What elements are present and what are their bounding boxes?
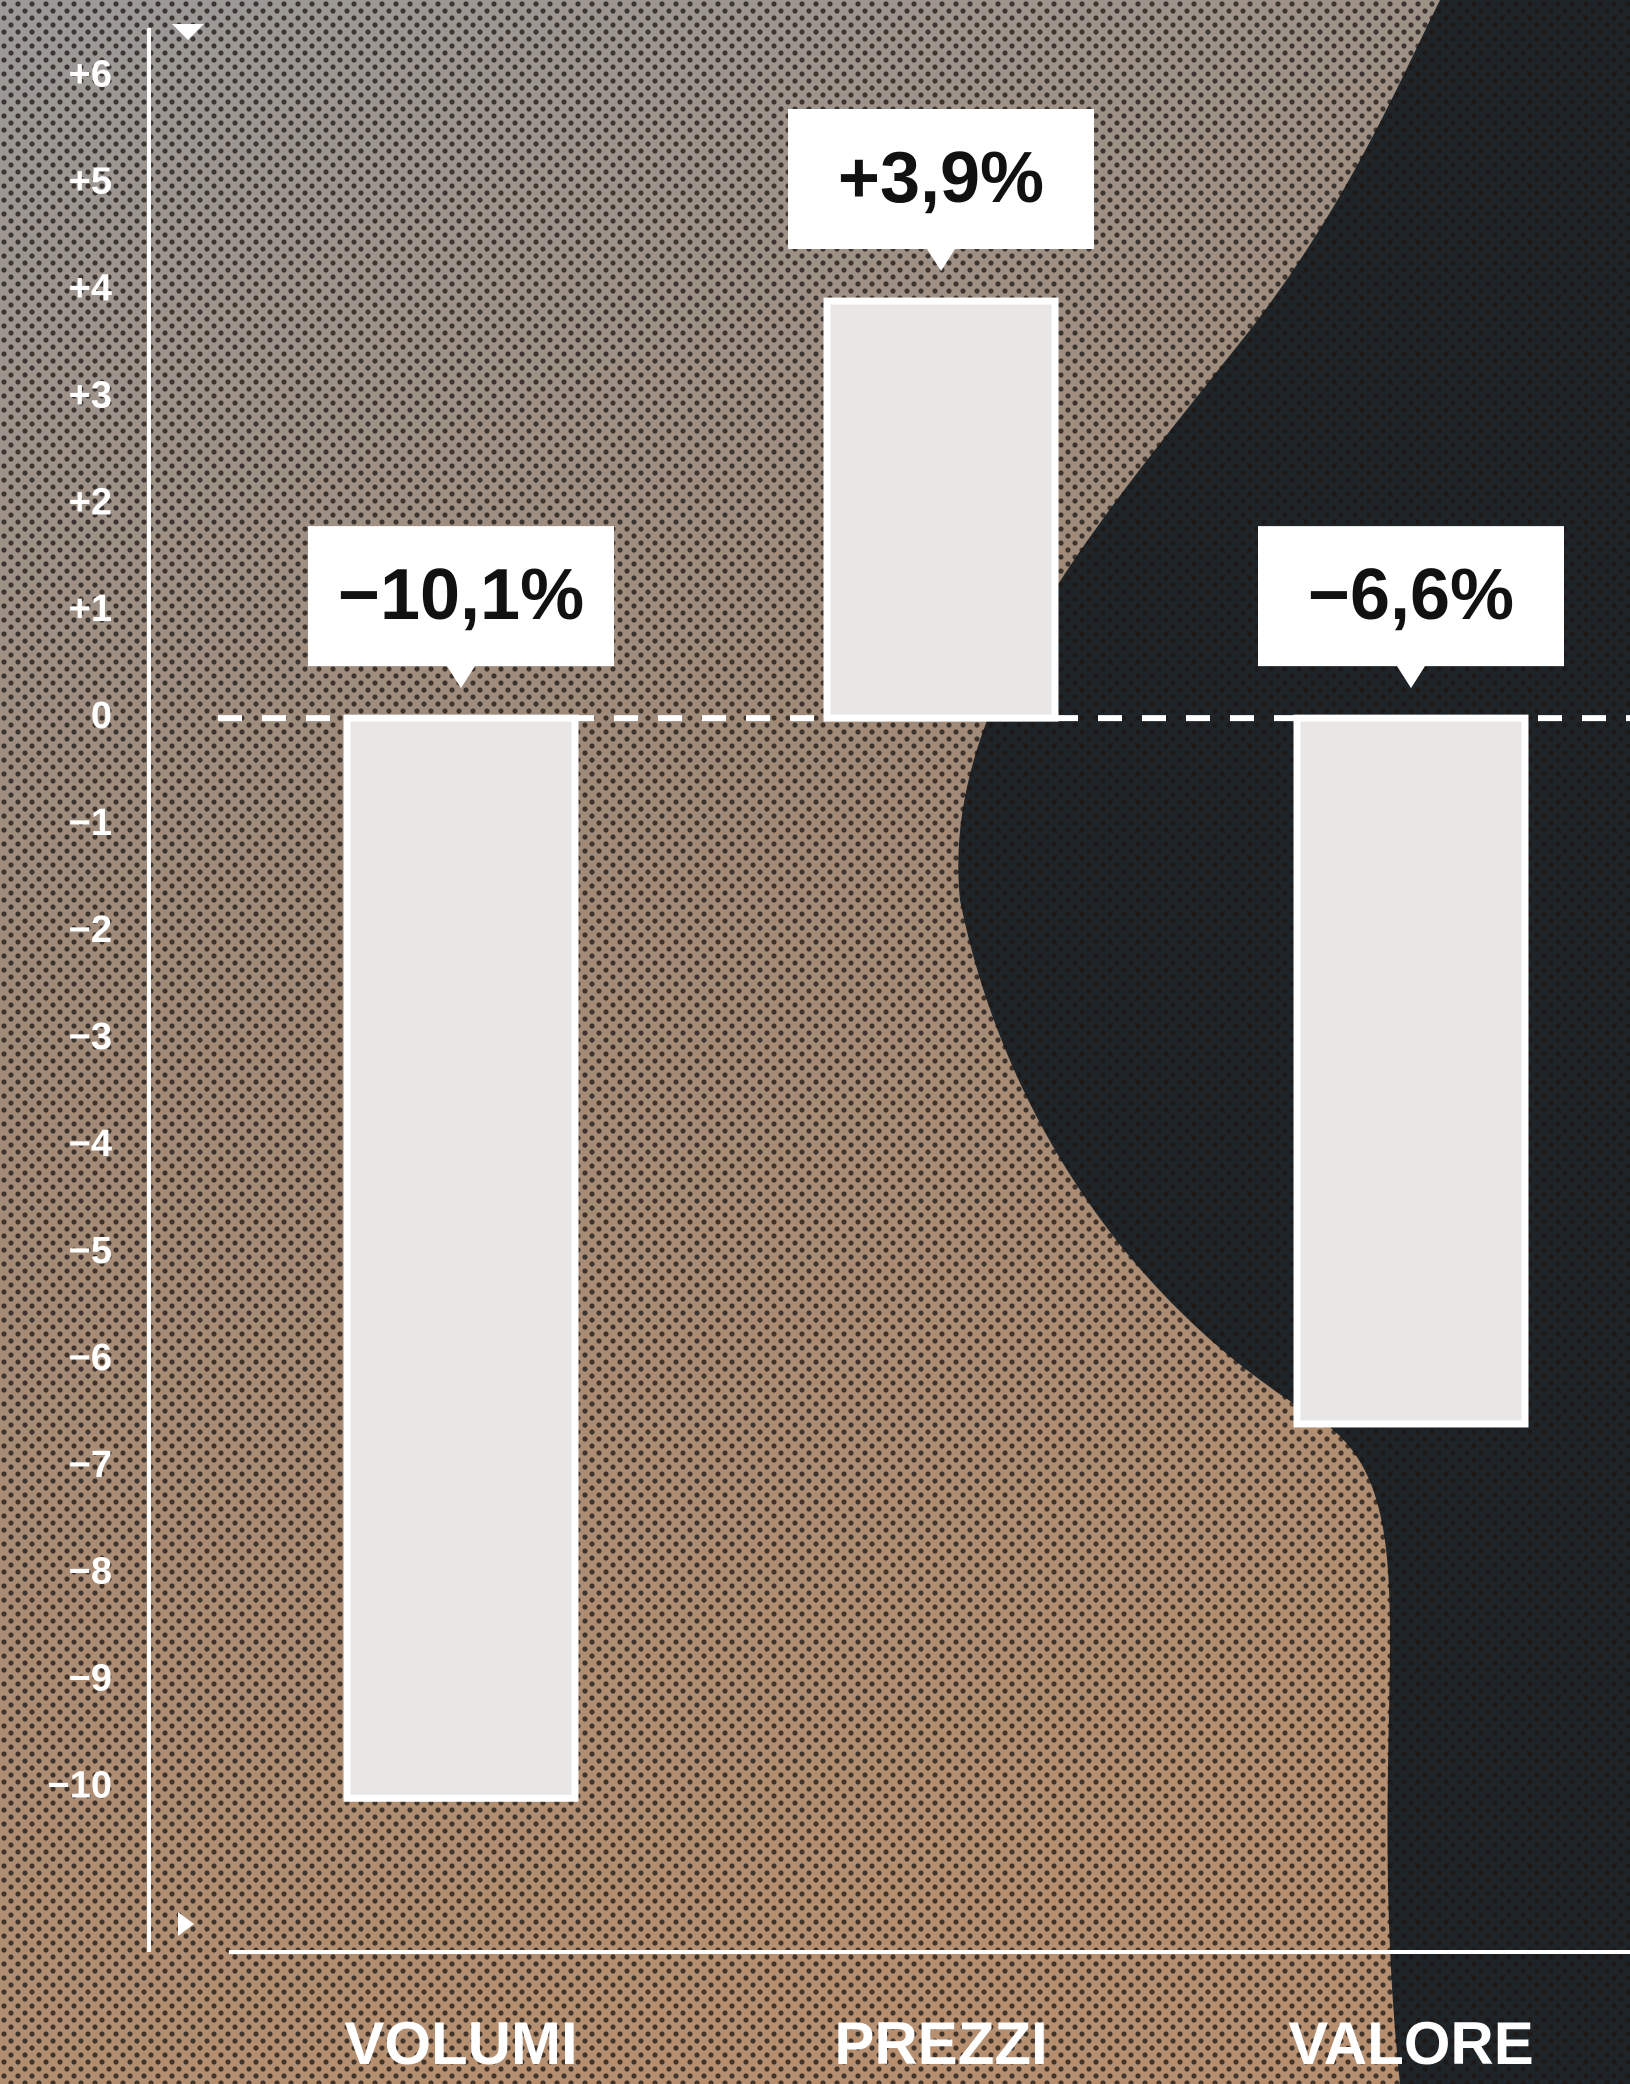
y-tick-label: +4: [69, 267, 112, 309]
y-tick-label: −7: [69, 1444, 112, 1486]
x-tick-label: PREZZI: [834, 2010, 1047, 2077]
value-label: −10,1%: [338, 555, 584, 635]
y-tick-label: −9: [69, 1658, 112, 1700]
y-tick-label: −1: [69, 802, 112, 844]
x-tick-label: VOLUMI: [344, 2010, 577, 2077]
x-tick-label: VALORE: [1288, 2010, 1534, 2077]
y-tick-label: −4: [69, 1123, 112, 1165]
y-tick-label: +5: [69, 160, 112, 202]
axis-arrow: [172, 24, 204, 40]
value-label: +3,9%: [838, 138, 1044, 218]
value-label-box: [1258, 526, 1564, 689]
y-tick-label: 0: [91, 695, 112, 737]
y-tick-label: −8: [69, 1551, 112, 1593]
y-tick-label: −10: [48, 1765, 112, 1807]
bar: [1293, 714, 1529, 1428]
y-tick-label: −5: [69, 1230, 112, 1272]
y-tick-label: −2: [69, 909, 112, 951]
y-tick-label: +6: [69, 54, 112, 96]
bar: [823, 297, 1059, 722]
y-tick-label: +3: [69, 374, 112, 416]
y-tick-label: +1: [69, 588, 112, 630]
value-label: −6,6%: [1308, 555, 1514, 635]
y-tick-label: +2: [69, 481, 112, 523]
value-label-box: [788, 109, 1094, 272]
value-label-box: [308, 526, 614, 689]
axis-arrow: [178, 1912, 194, 1936]
bar: [343, 714, 579, 1802]
y-tick-label: −6: [69, 1337, 112, 1379]
y-tick-label: −3: [69, 1016, 112, 1058]
